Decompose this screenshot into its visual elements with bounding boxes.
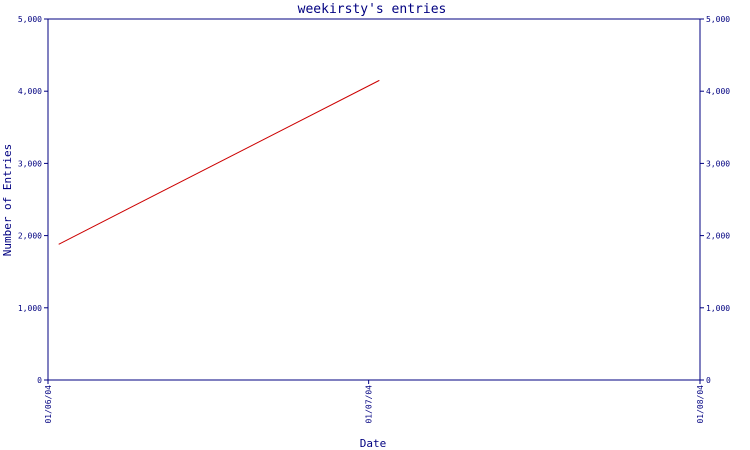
y-tick-label-right: 4,000 bbox=[706, 87, 730, 96]
chart-title: weekirsty's entries bbox=[298, 2, 447, 17]
x-axis-title: Date bbox=[360, 437, 387, 450]
plot-area-frame bbox=[47, 18, 701, 381]
y-axis-left: 0 1,000 2,000 3,000 4,000 5,000 bbox=[18, 15, 48, 385]
y-tick-label-left: 4,000 bbox=[18, 87, 42, 96]
x-tick-label: 01/07/04 bbox=[365, 385, 374, 424]
y-tick-label-right: 0 bbox=[706, 376, 711, 385]
y-tick-label-left: 2,000 bbox=[18, 232, 42, 241]
y-tick-label-left: 5,000 bbox=[18, 15, 42, 24]
x-tick-label: 01/06/04 bbox=[44, 385, 53, 424]
y-axis-title: Number of Entries bbox=[1, 144, 14, 257]
y-tick-label-right: 2,000 bbox=[706, 232, 730, 241]
y-tick-label-left: 3,000 bbox=[18, 159, 42, 168]
x-tick-label: 01/08/04 bbox=[696, 385, 705, 424]
y-tick-label-left: 0 bbox=[37, 376, 42, 385]
y-axis-right: 0 1,000 2,000 3,000 4,000 5,000 bbox=[700, 15, 730, 385]
y-tick-label-left: 1,000 bbox=[18, 304, 42, 313]
series-line bbox=[58, 79, 380, 245]
x-axis: 01/06/04 01/07/04 01/08/04 bbox=[44, 380, 705, 424]
y-tick-label-right: 5,000 bbox=[706, 15, 730, 24]
y-tick-label-right: 1,000 bbox=[706, 304, 730, 313]
series-layer bbox=[58, 79, 380, 245]
y-tick-label-right: 3,000 bbox=[706, 159, 730, 168]
